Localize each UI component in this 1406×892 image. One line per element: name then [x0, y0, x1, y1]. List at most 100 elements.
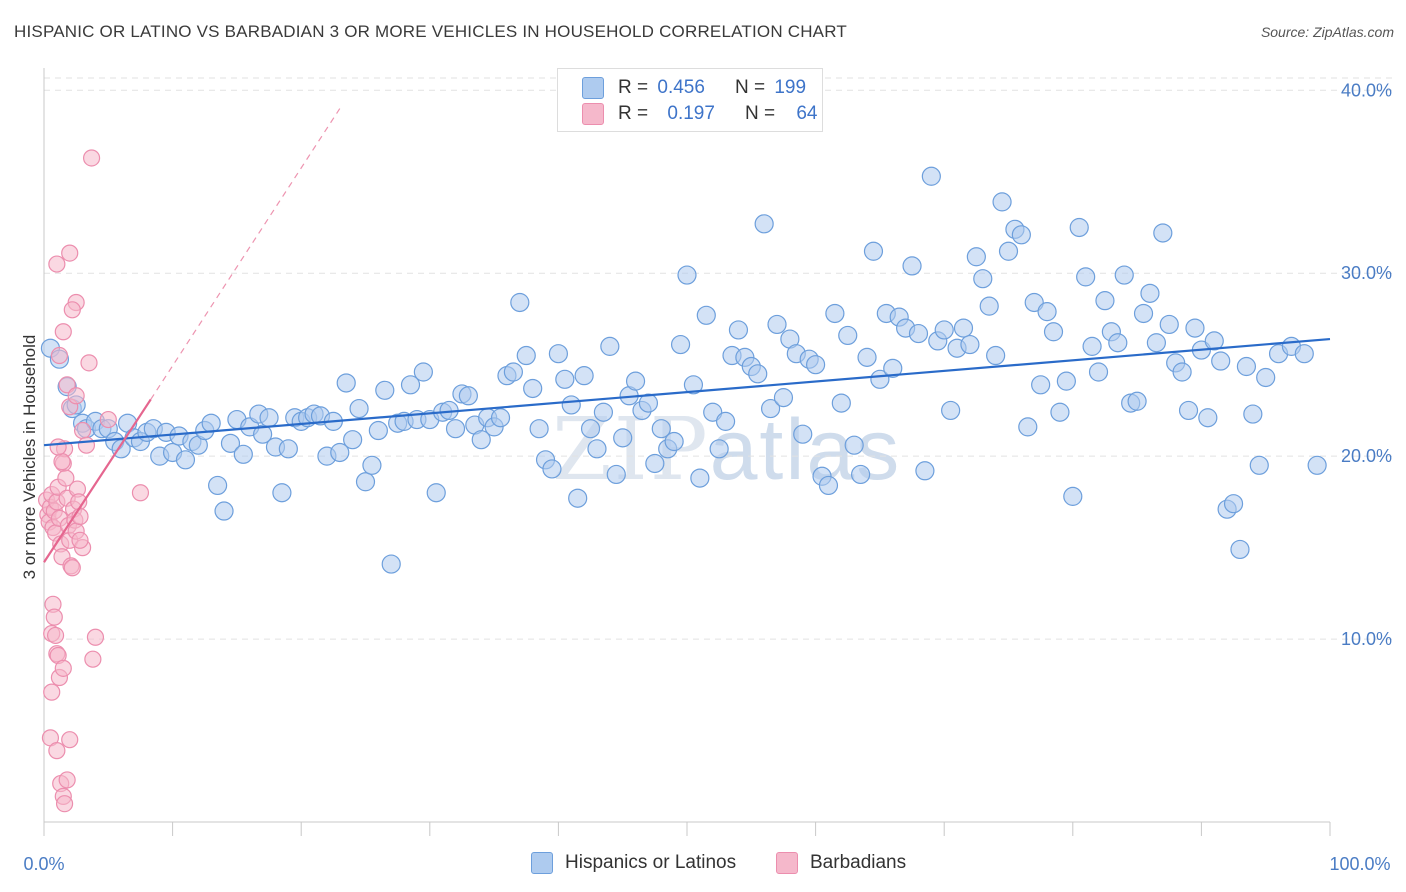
hispanic-point — [979, 296, 999, 316]
hispanic-point — [1082, 336, 1102, 356]
barbadian-point — [61, 731, 79, 749]
hispanic-point — [921, 166, 941, 186]
barbadian-trend-extension — [150, 108, 341, 400]
legend-r-label: R = — [618, 103, 649, 124]
hispanic-point — [767, 314, 787, 335]
hispanic-point — [986, 345, 1006, 366]
hispanic-point — [677, 265, 697, 285]
barbadian-point — [45, 608, 63, 626]
hispanic-point — [1198, 408, 1218, 428]
barbadian-point — [50, 346, 69, 365]
x-tick-label: 100.0% — [1329, 854, 1390, 874]
hispanic-point — [696, 305, 716, 325]
bottom-legend-label-hispanic: Hispanics or Latinos — [565, 852, 737, 873]
hispanic-point — [330, 442, 350, 463]
legend-r-value-hispanic: 0.456 — [657, 77, 705, 98]
hispanic-point — [645, 453, 665, 474]
hispanic-point — [555, 369, 575, 389]
hispanic-point — [1230, 539, 1250, 560]
barbadian-point — [67, 387, 85, 405]
hispanic-point — [568, 488, 588, 508]
hispanic-point — [1095, 291, 1115, 311]
y-tick-label: 10.0% — [1341, 629, 1392, 649]
bottom-legend-barbadian: Barbadians — [776, 852, 906, 874]
barbadian-point — [54, 659, 72, 677]
hispanic-point — [214, 501, 234, 521]
barbadian-point — [71, 531, 89, 549]
hispanic-point — [490, 408, 511, 428]
hispanic-point — [1031, 375, 1051, 395]
hispanic-point — [233, 444, 253, 464]
hispanic-point — [471, 430, 491, 450]
barbadian-point — [80, 354, 98, 372]
hispanic-point — [1114, 265, 1134, 285]
bottom-legend-label-barbadian: Barbadians — [810, 852, 907, 873]
hispanic-point — [1043, 322, 1064, 342]
legend-swatch-hispanic — [582, 77, 604, 99]
hispanic-point — [561, 395, 581, 415]
legend-n-label: N = — [744, 103, 776, 124]
hispanic-point — [1127, 391, 1147, 411]
hispanic-point — [825, 303, 845, 324]
hispanic-point — [1243, 404, 1263, 424]
hispanic-point — [992, 192, 1012, 212]
barbadian-point — [77, 436, 96, 454]
barbadian-trend-line — [43, 398, 152, 563]
hispanic-point — [851, 464, 871, 485]
hispanic-point — [1088, 362, 1109, 382]
legend-r-label: R = — [618, 77, 649, 98]
hispanic-point — [1069, 217, 1089, 238]
hispanic-point — [445, 419, 466, 439]
hispanic-point — [1146, 333, 1166, 353]
hispanic-point — [818, 475, 839, 496]
hispanic-point — [1133, 303, 1154, 324]
hispanic-point — [343, 430, 363, 450]
hispanic-point — [208, 475, 228, 496]
chart-title: HISPANIC OR LATINO VS BARBADIAN 3 OR MOR… — [14, 22, 847, 41]
hispanic-point — [606, 464, 626, 485]
hispanic-point — [728, 320, 749, 340]
hispanic-point — [1037, 302, 1057, 322]
hispanic-point — [201, 413, 221, 433]
hispanic-point — [548, 344, 569, 364]
hispanic-point — [426, 483, 446, 503]
hispanic-point — [966, 247, 986, 267]
hispanic-point — [1018, 417, 1038, 437]
hispanic-point — [1108, 333, 1128, 353]
barbadian-point — [63, 559, 81, 577]
hispanic-point — [220, 433, 241, 453]
hispanic-point — [529, 419, 549, 439]
barbadian-point — [99, 410, 117, 429]
hispanic-point — [510, 292, 530, 313]
hispanic-point — [523, 378, 543, 399]
barbadian-point — [54, 323, 72, 341]
barbadian-point — [86, 628, 105, 646]
hispanic-point — [600, 336, 620, 356]
hispanic-point — [542, 459, 562, 479]
hispanic-point — [175, 450, 196, 470]
hispanic-point — [760, 398, 781, 419]
hispanic-trend-line — [43, 337, 1331, 447]
hispanic-point — [381, 554, 401, 574]
hispanic-point — [1011, 225, 1031, 245]
hispanic-point — [1153, 223, 1173, 243]
y-tick-label: 20.0% — [1341, 446, 1392, 466]
barbadian-point — [131, 484, 150, 502]
hispanic-point — [831, 393, 851, 413]
hispanic-point — [336, 373, 356, 393]
hispanic-point — [587, 439, 607, 459]
barbadian-point — [58, 771, 76, 789]
hispanic-point — [1050, 402, 1070, 422]
barbadian-point — [53, 453, 71, 471]
chart-source: Source: ZipAtlas.com — [1260, 24, 1394, 40]
hispanic-point — [1256, 367, 1276, 388]
hispanic-point — [709, 439, 729, 459]
hispanic-point — [670, 334, 691, 355]
barbadian-point — [61, 244, 79, 262]
hispanic-point — [664, 431, 684, 452]
hispanic-point — [998, 241, 1019, 261]
hispanic-point — [863, 241, 884, 261]
hispanic-point — [400, 375, 421, 395]
watermark-atlas: atlas — [709, 402, 902, 498]
hispanic-point — [805, 355, 826, 375]
